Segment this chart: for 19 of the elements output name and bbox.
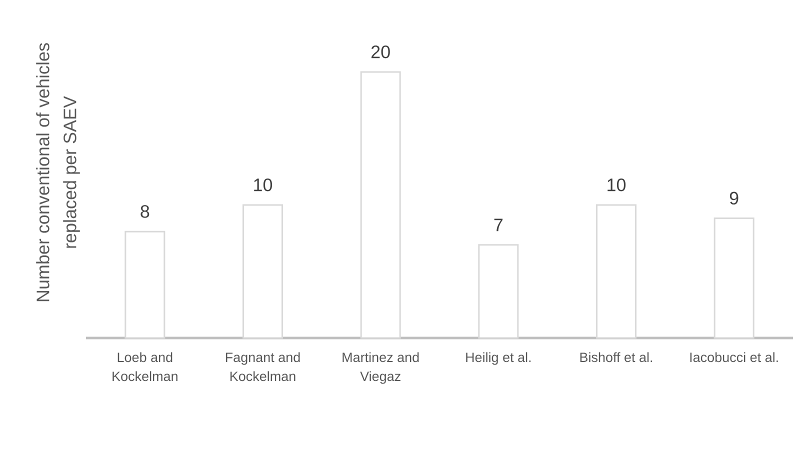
bar (596, 204, 636, 339)
x-tick-label: Iacobucci et al. (690, 352, 778, 362)
data-label: 9 (730, 192, 738, 205)
x-tick-label: Loeb and Kockelman (112, 352, 178, 382)
data-label: 10 (254, 178, 272, 192)
x-tick-label: Martinez and Viegaz (342, 352, 419, 384)
bar (478, 244, 519, 339)
bar (242, 204, 283, 339)
y-axis-title: Number conventional of vehicles replaced per SAEV (36, 43, 80, 302)
x-tick-label: Fagnant and Kockelman (226, 352, 300, 382)
x-tick-label: Bishoff et al. (580, 352, 652, 362)
data-label: 20 (371, 46, 390, 58)
data-label: 10 (608, 178, 626, 192)
bar (124, 230, 166, 339)
bar (360, 71, 401, 339)
data-label: 8 (140, 205, 150, 218)
x-tick-label: Heilig et al. (466, 352, 531, 365)
data-label: 7 (494, 218, 503, 232)
bar (714, 218, 754, 339)
